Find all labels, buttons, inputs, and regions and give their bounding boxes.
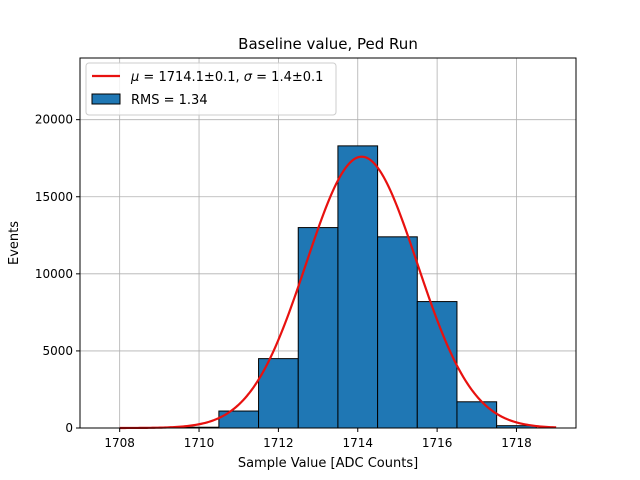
legend-fit-label: μ = 1714.1±0.1, σ = 1.4±0.1 [130,70,323,85]
legend-histogram-label: RMS = 1.34 [131,93,208,108]
histogram-bar [456,401,498,429]
x-tick-label: 1712 [263,436,294,450]
histogram-bar [337,145,379,429]
histogram-bar [377,236,418,429]
x-axis-ticks: 1708 1710 1712 1714 1716 1718 [104,428,532,450]
y-tick-label: 15000 [35,190,73,204]
legend-histogram-swatch [91,93,121,105]
legend: μ = 1714.1±0.1, σ = 1.4±0.1 RMS = 1.34 [85,62,337,116]
grid-lines [80,58,576,429]
y-axis-label: Events [7,221,22,265]
x-tick-label: 1718 [501,436,532,450]
x-axis-label: Sample Value [ADC Counts] [238,456,418,471]
x-tick-label: 1710 [184,436,215,450]
x-tick-label: 1708 [104,436,135,450]
legend-box [85,62,337,116]
y-tick-label: 20000 [35,113,73,127]
plot-area-frame [79,57,577,429]
chart-title: Baseline value, Ped Run [238,35,418,53]
y-tick-label: 5000 [42,344,73,358]
gaussian-fit-curve [119,155,557,430]
histogram-bar [218,410,260,429]
x-tick-label: 1716 [422,436,453,450]
histogram-bar [297,227,339,429]
x-tick-label: 1714 [342,436,373,450]
y-tick-label: 10000 [35,267,73,281]
y-axis-ticks: 0 5000 10000 15000 20000 [35,113,80,435]
y-tick-label: 0 [65,421,73,435]
